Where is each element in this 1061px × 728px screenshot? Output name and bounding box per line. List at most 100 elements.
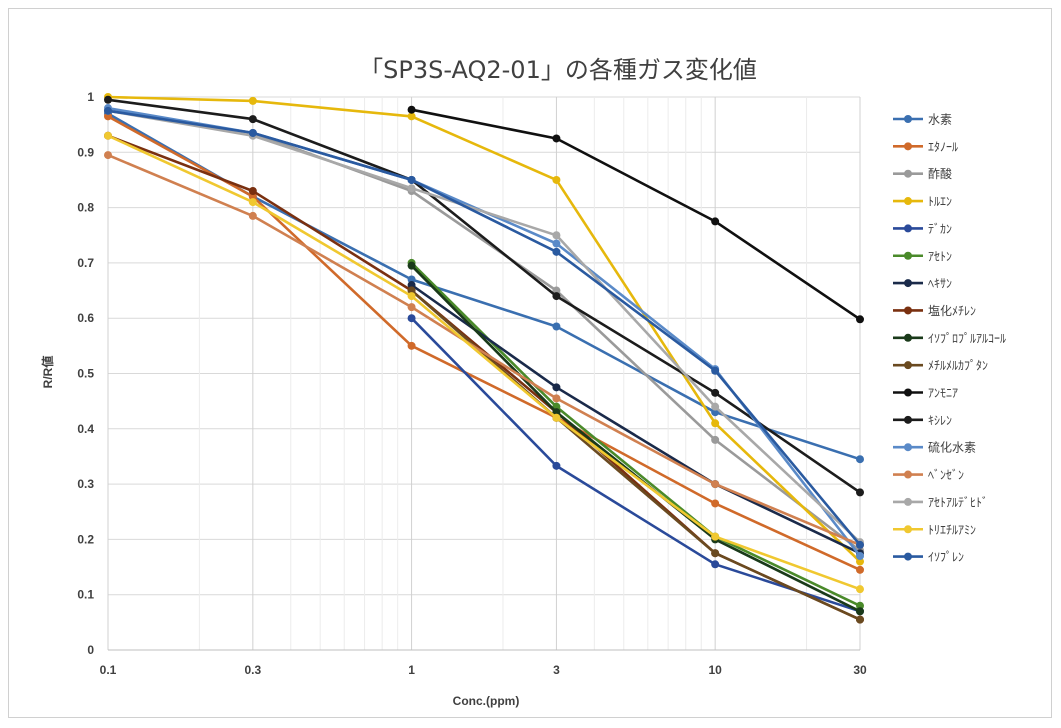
data-point bbox=[248, 96, 257, 105]
series-line bbox=[411, 108, 861, 321]
legend-entry: ﾒﾁﾙﾒﾙｶﾌﾟﾀﾝ bbox=[893, 359, 988, 373]
data-point bbox=[552, 292, 561, 301]
legend-entry: ﾄﾘｴﾁﾙｱﾐﾝ bbox=[893, 523, 976, 537]
legend-label: ﾃﾞｶﾝ bbox=[928, 222, 952, 236]
legend-entry: 水素 bbox=[893, 113, 952, 127]
data-point bbox=[407, 184, 416, 193]
legend-label: ﾍｷｻﾝ bbox=[928, 277, 952, 291]
series-1 bbox=[104, 109, 864, 464]
legend-swatch-marker bbox=[904, 470, 912, 479]
data-point bbox=[711, 532, 720, 541]
legend-entry: ｱﾝﾓﾆｱ bbox=[893, 386, 958, 400]
series-line bbox=[107, 153, 861, 547]
legend-swatch-marker bbox=[904, 197, 912, 206]
data-point bbox=[407, 341, 416, 350]
x-tick-label: 0.1 bbox=[100, 663, 117, 677]
x-axis-title: Conc.(ppm) bbox=[453, 694, 520, 708]
legend-label: 酢酸 bbox=[928, 166, 952, 181]
data-point bbox=[856, 540, 864, 549]
legend-swatch-marker bbox=[904, 306, 912, 315]
legend-label: ｴﾀﾉｰﾙ bbox=[928, 140, 958, 154]
x-axis-ticks: 0.1 0.3 1 3 10 30 bbox=[100, 663, 867, 677]
data-point bbox=[711, 419, 720, 428]
data-point bbox=[711, 402, 720, 411]
legend-swatch-marker bbox=[904, 115, 912, 123]
series-13 bbox=[104, 104, 864, 560]
legend-label: ｱｾﾄｱﾙﾃﾞﾋﾄﾞ bbox=[928, 495, 988, 509]
legend-swatch-marker bbox=[904, 169, 912, 178]
data-point bbox=[711, 217, 720, 226]
legend-label: ｱｾﾄﾝ bbox=[928, 249, 952, 263]
legend-swatch-marker bbox=[904, 497, 912, 506]
data-point bbox=[552, 286, 561, 295]
data-point bbox=[856, 551, 864, 560]
legend-label: 水素 bbox=[928, 113, 952, 127]
series-line bbox=[107, 115, 861, 571]
data-point bbox=[104, 151, 112, 160]
legend-swatch-marker bbox=[904, 361, 912, 370]
data-point bbox=[711, 499, 720, 508]
legend: 水素 ｴﾀﾉｰﾙ 酢酸 ﾄﾙｴﾝ ﾃﾞｶﾝ ｱｾﾄﾝ ﾍｷｻﾝ 塩化ﾒﾁﾚﾝ ｲｿﾌﾟﾛﾌﾟﾙｱ… bbox=[893, 113, 1006, 564]
legend-swatch-marker bbox=[904, 142, 912, 151]
data-point bbox=[552, 394, 561, 403]
data-point bbox=[407, 281, 416, 290]
data-point bbox=[552, 239, 561, 248]
chart-title: 「SP3S-AQ2-01」の各種ガス変化値 bbox=[359, 56, 757, 84]
data-point bbox=[856, 565, 864, 574]
legend-entry: ﾍﾞﾝｾﾞﾝ bbox=[893, 468, 964, 482]
series-16 bbox=[104, 131, 864, 594]
x-tick-label: 1 bbox=[408, 663, 415, 677]
data-point bbox=[248, 192, 257, 201]
data-point bbox=[552, 231, 561, 240]
data-point bbox=[104, 106, 112, 115]
legend-swatch-marker bbox=[904, 415, 912, 424]
data-point bbox=[856, 607, 864, 616]
legend-swatch-marker bbox=[904, 251, 912, 260]
legend-swatch-marker bbox=[904, 279, 912, 288]
series-10 bbox=[407, 286, 864, 624]
series-line bbox=[107, 134, 861, 591]
y-axis-ticks: 0 0.1 0.2 0.3 0.4 0.5 0.6 0.7 0.8 0.9 1 bbox=[77, 90, 94, 657]
data-point bbox=[856, 455, 864, 464]
data-point bbox=[248, 115, 257, 124]
legend-entry: 塩化ﾒﾁﾚﾝ bbox=[893, 303, 976, 318]
data-point bbox=[856, 615, 864, 624]
data-point bbox=[104, 131, 112, 140]
legend-entry: ｷｼﾚﾝ bbox=[893, 413, 952, 427]
series-2 bbox=[104, 112, 864, 574]
legend-label: ｷｼﾚﾝ bbox=[928, 413, 952, 427]
series-line bbox=[410, 289, 861, 621]
data-point bbox=[711, 435, 720, 444]
data-point bbox=[552, 175, 561, 184]
legend-swatch-marker bbox=[904, 333, 912, 342]
legend-swatch-marker bbox=[904, 552, 912, 561]
legend-label: ｲｿﾌﾟﾚﾝ bbox=[928, 550, 964, 564]
series-line bbox=[107, 106, 862, 557]
series-line bbox=[107, 95, 861, 563]
series-4 bbox=[104, 93, 864, 566]
y-tick-label: 0.9 bbox=[77, 145, 94, 159]
legend-entry: ﾃﾞｶﾝ bbox=[893, 222, 952, 236]
series-17 bbox=[104, 106, 864, 549]
data-point bbox=[104, 95, 112, 104]
data-point bbox=[407, 286, 416, 295]
data-point bbox=[711, 560, 720, 569]
chart-frame bbox=[8, 8, 1052, 718]
y-tick-label: 0.8 bbox=[77, 201, 94, 215]
legend-swatch-marker bbox=[904, 388, 912, 397]
legend-entry: 硫化水素 bbox=[893, 440, 976, 455]
legend-entry: ｱｾﾄﾝ bbox=[893, 249, 952, 263]
data-point bbox=[407, 275, 416, 284]
legend-swatch-marker bbox=[904, 224, 912, 233]
data-point bbox=[856, 601, 864, 610]
data-point bbox=[407, 175, 416, 184]
data-point bbox=[248, 187, 257, 196]
series-12 bbox=[104, 95, 864, 497]
legend-entry: 酢酸 bbox=[893, 166, 952, 181]
x-tick-label: 10 bbox=[708, 663, 722, 677]
data-point bbox=[248, 198, 257, 207]
data-point bbox=[248, 211, 257, 220]
legend-entry: ｱｾﾄｱﾙﾃﾞﾋﾄﾞ bbox=[893, 495, 988, 509]
legend-swatch-marker bbox=[904, 443, 912, 452]
series-line bbox=[107, 109, 861, 546]
